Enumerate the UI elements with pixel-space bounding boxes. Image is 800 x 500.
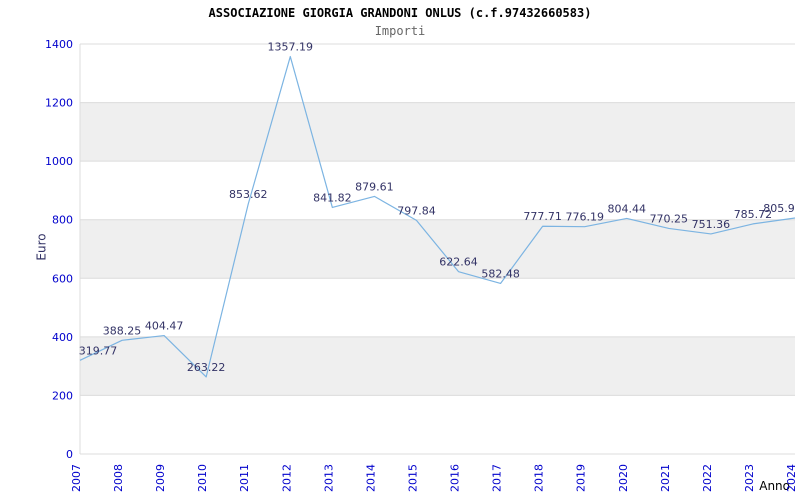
y-tick-label: 1000 xyxy=(45,155,73,168)
y-tick-label: 200 xyxy=(52,389,73,402)
value-label: 805.9 xyxy=(763,202,795,215)
x-tick-label: 2012 xyxy=(280,464,293,492)
value-label: 785.72 xyxy=(734,208,773,221)
chart-subtitle: Importi xyxy=(374,24,426,38)
x-tick-label: 2008 xyxy=(112,464,125,492)
x-tick-label: 2020 xyxy=(617,464,630,492)
value-label: 853.62 xyxy=(229,188,268,201)
x-tick-label: 2009 xyxy=(154,464,167,492)
value-label: 582.48 xyxy=(481,267,520,280)
value-label: 404.47 xyxy=(145,320,184,333)
plot-band xyxy=(80,161,795,220)
value-label: 841.82 xyxy=(313,191,352,204)
y-tick-label: 1400 xyxy=(45,38,73,51)
y-tick-label: 800 xyxy=(52,214,73,227)
x-axis-title: Anno xyxy=(759,479,790,493)
plot-band xyxy=(80,219,795,279)
x-tick-label: 2024 xyxy=(785,464,798,492)
x-tick-label: 2014 xyxy=(364,464,377,492)
value-label: 1357.19 xyxy=(268,41,314,54)
value-label: 622.64 xyxy=(439,256,478,269)
value-label: 319.77 xyxy=(79,344,118,357)
value-label: 388.25 xyxy=(103,324,142,337)
value-label: 776.19 xyxy=(565,211,604,224)
chart-title: ASSOCIAZIONE GIORGIA GRANDONI ONLUS (c.f… xyxy=(208,6,592,20)
value-label: 263.22 xyxy=(187,361,226,374)
x-tick-label: 2011 xyxy=(238,464,251,492)
value-label: 797.84 xyxy=(397,204,436,217)
x-tick-label: 2013 xyxy=(322,464,335,492)
x-tick-label: 2010 xyxy=(196,464,209,492)
y-tick-label: 400 xyxy=(52,331,73,344)
x-tick-label: 2023 xyxy=(743,464,756,492)
plot-band xyxy=(80,395,795,454)
value-label: 804.44 xyxy=(608,202,647,215)
value-label: 777.71 xyxy=(523,210,562,223)
x-tick-label: 2017 xyxy=(491,464,504,492)
plot-band xyxy=(80,336,795,396)
y-tick-label: 0 xyxy=(66,448,73,461)
x-tick-label: 2019 xyxy=(575,464,588,492)
x-tick-label: 2022 xyxy=(701,464,714,492)
y-tick-label: 600 xyxy=(52,272,73,285)
x-tick-label: 2018 xyxy=(533,464,546,492)
x-tick-label: 2021 xyxy=(659,464,672,492)
value-label: 879.61 xyxy=(355,180,394,193)
data-line xyxy=(79,55,796,378)
plot-band xyxy=(80,44,795,103)
plot-band xyxy=(80,278,795,337)
x-tick-label: 2015 xyxy=(406,464,419,492)
y-tick-label: 1200 xyxy=(45,97,73,110)
x-tick-label: 2016 xyxy=(449,464,462,492)
x-tick-label: 2007 xyxy=(70,464,83,492)
value-label: 770.25 xyxy=(650,212,689,225)
plot-band xyxy=(80,102,795,162)
value-label: 751.36 xyxy=(692,218,731,231)
